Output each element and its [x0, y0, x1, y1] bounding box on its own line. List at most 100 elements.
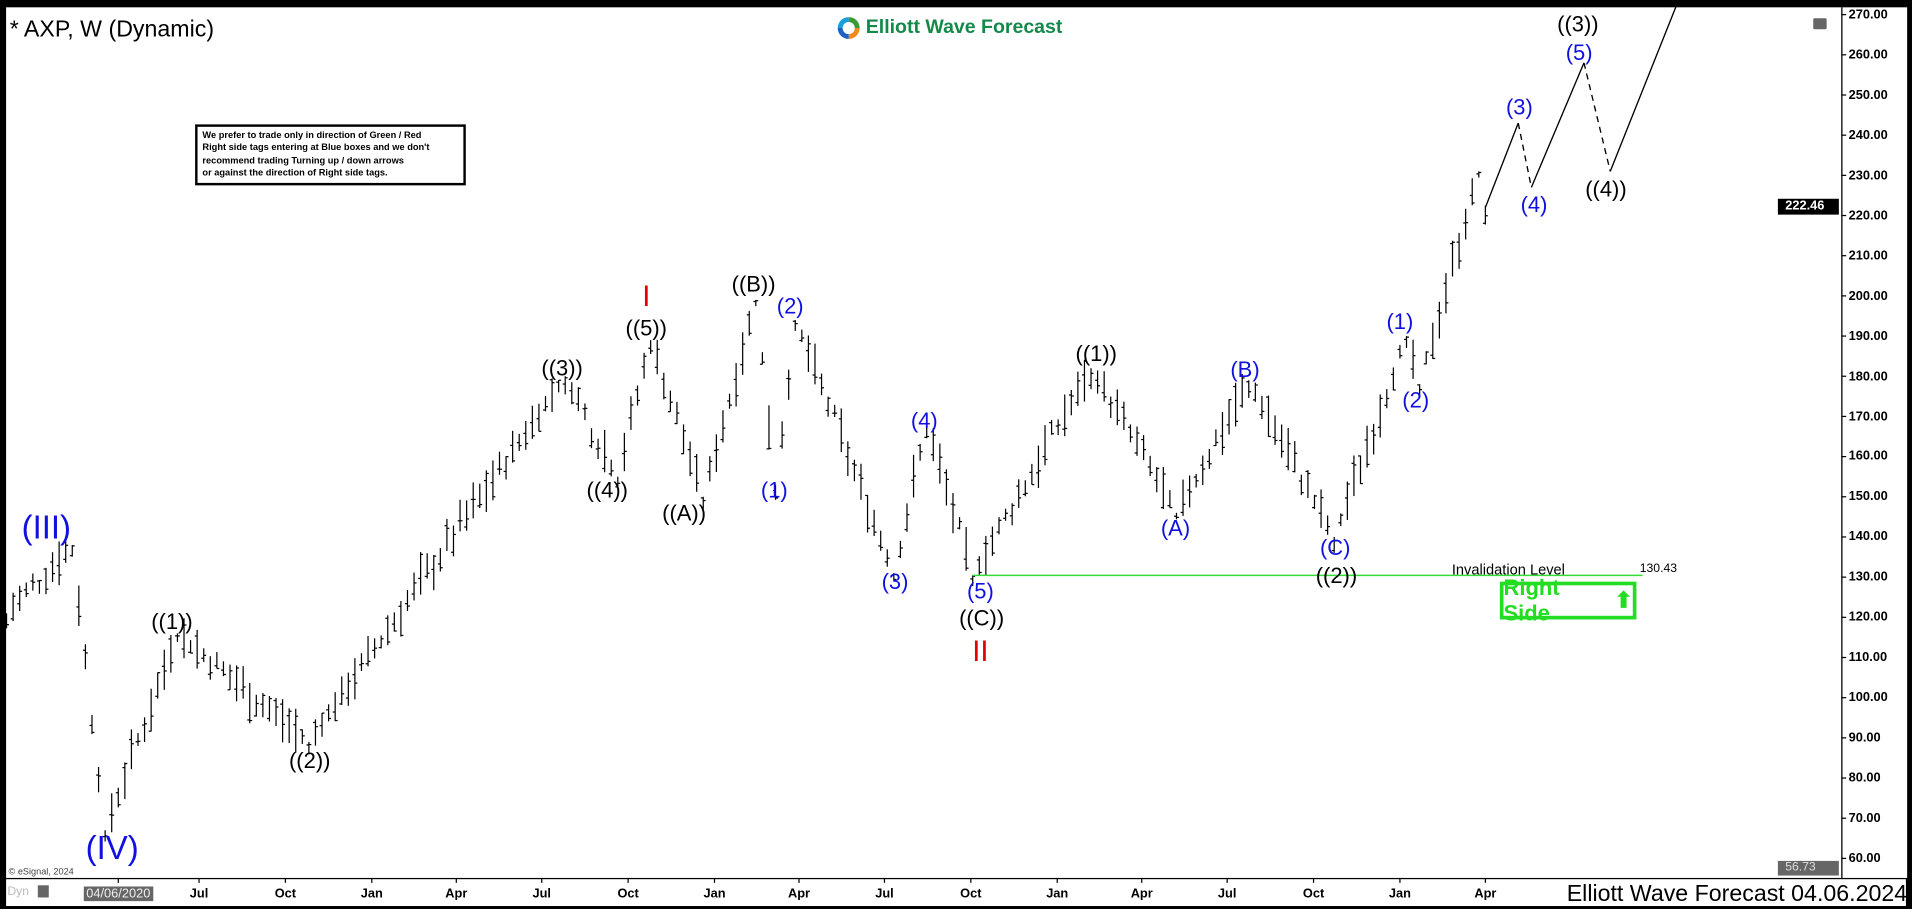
price-bar [759, 352, 765, 365]
price-bar [523, 420, 529, 450]
y-tick-label: 100.00 [1848, 690, 1888, 705]
price-bar [1305, 470, 1311, 498]
price-bar [306, 741, 312, 755]
price-bar [1404, 336, 1409, 348]
price-bar [122, 762, 128, 800]
x-tick-label: Apr [787, 886, 811, 902]
price-bar [1068, 389, 1074, 416]
price-bar [1377, 394, 1383, 438]
price-bar [1344, 481, 1350, 520]
price-bar [1318, 489, 1324, 528]
price-bar [36, 579, 42, 594]
price-bar [1358, 455, 1363, 485]
invalidation-label: Invalidation Level [1451, 560, 1565, 578]
copyright: © eSignal, 2024 [8, 865, 74, 877]
wave-label: ((4)) [586, 478, 628, 503]
price-bar [871, 509, 877, 537]
price-bar [1371, 423, 1377, 455]
price-bar [483, 470, 489, 513]
price-bar [168, 635, 174, 673]
price-bar [1417, 384, 1423, 398]
projection-segment [1484, 122, 1519, 208]
projection-segment [1583, 62, 1611, 172]
price-bar [924, 424, 930, 439]
price-bar [549, 378, 555, 413]
price-bar [155, 672, 161, 699]
y-tick-label: 160.00 [1848, 449, 1888, 464]
price-bar [359, 653, 364, 671]
price-axis[interactable] [1841, 7, 1908, 878]
price-bar [740, 332, 746, 375]
price-bar [1180, 479, 1186, 516]
price-bar [911, 454, 917, 498]
price-bar [148, 688, 154, 732]
right-side-tag: Right Side ⬆ [1499, 575, 1637, 625]
y-tick-label: 170.00 [1848, 409, 1888, 424]
price-bar [1009, 503, 1015, 526]
price-bar [457, 499, 463, 532]
price-bar [1088, 368, 1094, 390]
price-bar [510, 430, 516, 463]
price-bar [1266, 395, 1271, 438]
dyn-label[interactable]: Dyn [7, 885, 30, 899]
y-tick-label: 200.00 [1848, 288, 1888, 304]
price-bar [621, 432, 627, 472]
last-price-tag: 222.46 [1777, 198, 1839, 215]
wave-label: (B) [1230, 357, 1260, 382]
price-bar [82, 644, 88, 670]
lock-icon[interactable] [37, 885, 49, 898]
price-bar [1285, 428, 1291, 471]
price-bar [490, 460, 496, 501]
price-bar [405, 589, 410, 611]
price-bar [464, 500, 470, 531]
wave-label: ((A)) [662, 501, 707, 526]
y-tick-label: 140.00 [1848, 529, 1888, 545]
price-bar [799, 329, 805, 343]
price-bar [23, 582, 29, 597]
price-bar [575, 387, 581, 412]
price-bar [1193, 473, 1199, 488]
price-bar [648, 340, 654, 355]
wave-label: I [642, 280, 651, 314]
price-bar [687, 441, 693, 477]
price-bar [858, 463, 864, 500]
price-bar [674, 401, 680, 425]
price-bar [1476, 171, 1482, 178]
price-bar [96, 766, 102, 793]
date-axis[interactable] [6, 877, 1906, 907]
y-tick-label: 220.00 [1848, 208, 1888, 223]
price-bar [174, 633, 180, 642]
low-price-tag: 56.73 [1777, 860, 1839, 876]
x-tick-label: Oct [617, 886, 639, 902]
price-bar [1029, 463, 1035, 486]
price-bar [1450, 240, 1455, 277]
price-bar [733, 363, 739, 407]
price-bar [904, 503, 910, 532]
wave-label: (3) [881, 569, 909, 594]
price-bar [865, 494, 870, 533]
price-bar [451, 525, 456, 557]
price-bar [1003, 508, 1009, 521]
wave-label: ((2)) [288, 748, 331, 774]
x-tick-label: Oct [1302, 886, 1325, 902]
restore-window-icon[interactable] [1813, 18, 1827, 30]
y-tick-label: 120.00 [1848, 610, 1888, 625]
trading-note: We prefer to trade only in direction of … [195, 124, 466, 185]
price-bar [115, 787, 121, 808]
price-bar [234, 665, 240, 702]
price-bar [1443, 273, 1449, 314]
wave-label: ((1)) [1075, 341, 1117, 366]
y-tick-label: 90.00 [1848, 730, 1881, 746]
y-tick-label: 230.00 [1848, 168, 1888, 183]
price-bar [89, 714, 95, 735]
price-bar [477, 483, 483, 509]
y-tick-label: 190.00 [1848, 328, 1888, 344]
price-bar [4, 613, 9, 629]
price-bar [214, 652, 220, 670]
price-bar [1410, 339, 1416, 379]
price-bar [812, 343, 818, 385]
price-bar [753, 299, 759, 307]
x-tick-label: Apr [1474, 886, 1497, 902]
price-bar [1101, 371, 1107, 402]
price-bar [286, 708, 292, 743]
